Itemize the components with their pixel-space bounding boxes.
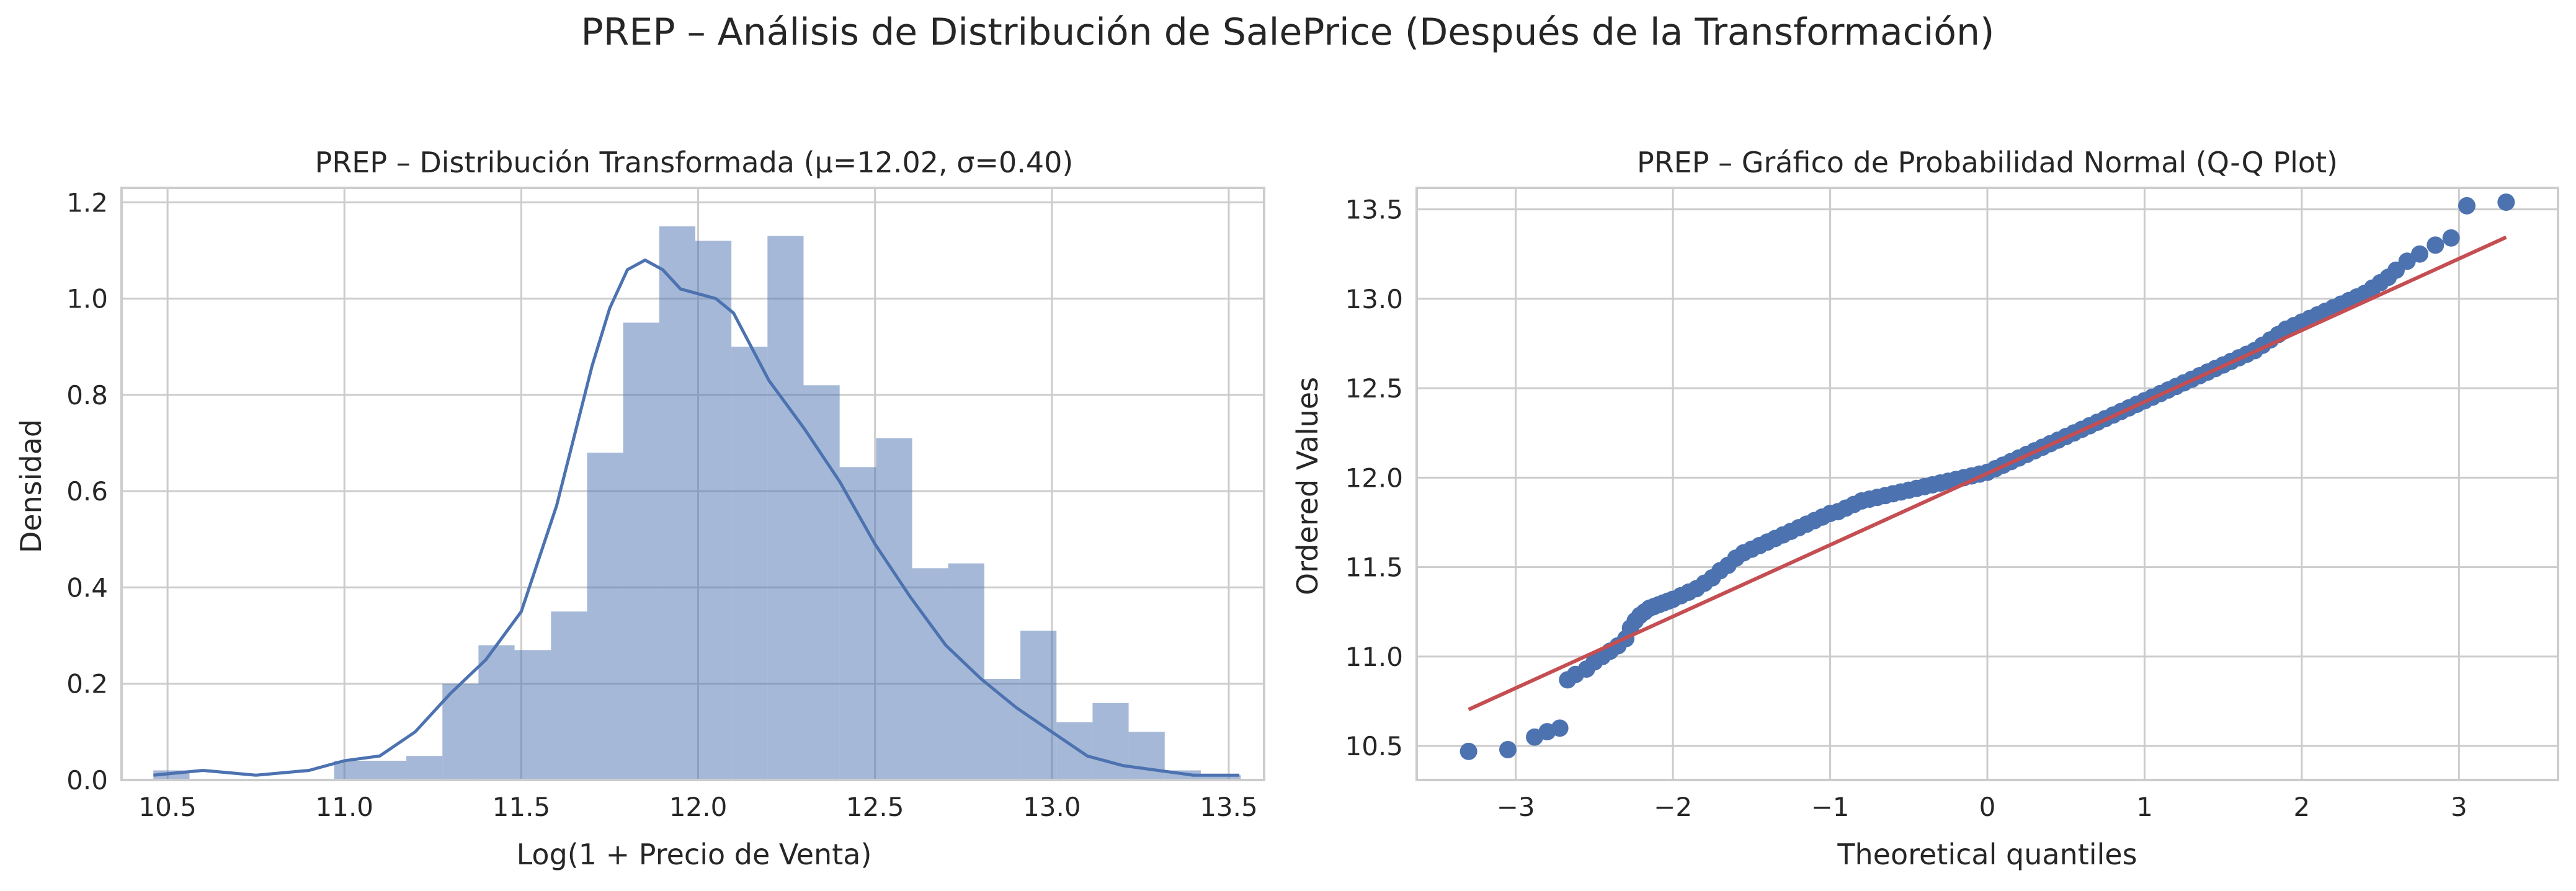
- qq-point: [2410, 245, 2428, 263]
- histogram-bar: [1200, 775, 1241, 780]
- qq-y-tick-label: 11.0: [1345, 642, 1403, 672]
- qq-title: PREP – Gráfico de Probabilidad Normal (Q…: [1637, 146, 2338, 179]
- qq-y-tick-label: 12.5: [1345, 373, 1403, 404]
- histogram-bars: [153, 226, 1241, 780]
- histogram-bar: [912, 568, 948, 780]
- histogram-x-tick-label: 11.5: [492, 792, 551, 822]
- qq-point: [2497, 193, 2515, 211]
- histogram-bar: [839, 467, 876, 780]
- histogram-x-tick-label: 13.5: [1200, 792, 1258, 822]
- histogram-y-tick-label: 1.0: [66, 284, 108, 314]
- histogram-bar: [551, 611, 587, 780]
- histogram-y-tick-label: 0.8: [66, 380, 108, 410]
- qq-y-tick-label: 13.0: [1345, 284, 1403, 314]
- histogram-bar: [948, 563, 984, 780]
- histogram-bar: [623, 322, 659, 780]
- qq-y-axis-label: Ordered Values: [1291, 377, 1324, 595]
- kde-line: [153, 258, 1240, 777]
- histogram-bar: [1128, 732, 1165, 780]
- histogram-x-tick-label: 10.5: [138, 792, 197, 822]
- histogram-bar: [876, 438, 912, 780]
- histogram-bar: [370, 760, 407, 780]
- histogram-y-tick-label: 1.2: [66, 187, 108, 218]
- qq-x-tick-label: 1: [2136, 792, 2153, 822]
- qq-x-tick-label: 2: [2294, 792, 2311, 822]
- qq-grid: [1417, 188, 2558, 780]
- qq-x-tick-label: −3: [1497, 792, 1535, 822]
- histogram-bar: [659, 226, 695, 780]
- qq-x-tick-label: −1: [1811, 792, 1850, 822]
- qq-y-tick-label: 11.5: [1345, 552, 1403, 583]
- qq-point: [1460, 742, 1477, 760]
- qq-x-tick-label: −2: [1654, 792, 1692, 822]
- qq-point: [2458, 197, 2476, 215]
- histogram-x-tick-label: 12.5: [846, 792, 904, 822]
- histogram-y-ticks: 0.0 0.2 0.4 0.6 0.8 1.0 1.2: [66, 187, 108, 796]
- qq-point: [2427, 236, 2445, 254]
- histogram-bar: [587, 453, 623, 780]
- histogram-y-tick-label: 0.4: [66, 572, 108, 603]
- qq-x-tick-label: 0: [1979, 792, 1996, 822]
- histogram-panel: PREP – Distribución Transformada (μ=12.0…: [14, 146, 1265, 871]
- histogram-bar: [1092, 703, 1129, 780]
- qq-y-tick-label: 12.0: [1345, 463, 1403, 493]
- histogram-x-ticks: 10.5 11.0 11.5 12.0 12.5 13.0 13.5: [138, 792, 1257, 822]
- qq-x-axis-label: Theoretical quantiles: [1837, 838, 2137, 871]
- qq-y-tick-label: 13.5: [1345, 195, 1403, 225]
- qq-point: [2442, 229, 2460, 247]
- qq-reference-line: [1468, 235, 2507, 712]
- histogram-bar: [731, 347, 768, 780]
- histogram-bar: [1056, 722, 1093, 780]
- histogram-bar: [803, 385, 840, 780]
- histogram-x-tick-label: 12.0: [669, 792, 728, 822]
- histogram-bar: [695, 241, 732, 780]
- histogram-x-tick-label: 11.0: [316, 792, 374, 822]
- qq-point: [2398, 252, 2416, 270]
- figure-suptitle: PREP – Análisis de Distribución de SaleP…: [581, 11, 1995, 54]
- qq-y-ticks: 10.5 11.0 11.5 12.0 12.5 13.0 13.5: [1345, 195, 1403, 762]
- histogram-y-tick-label: 0.2: [66, 669, 108, 699]
- histogram-bar: [442, 683, 479, 780]
- qq-panel: PREP – Gráfico de Probabilidad Normal (Q…: [1291, 146, 2559, 871]
- histogram-bar: [406, 756, 443, 780]
- histogram-y-tick-label: 0.0: [66, 765, 108, 796]
- qq-axes-frame: [1415, 187, 2559, 781]
- qq-x-ticks: −3 −2 −1 0 1 2 3: [1497, 792, 2467, 822]
- histogram-bar: [984, 678, 1021, 780]
- histogram-bar: [514, 650, 551, 780]
- histogram-title: PREP – Distribución Transformada (μ=12.0…: [315, 146, 1074, 179]
- histogram-axes-frame: [120, 187, 1265, 781]
- histogram-bar: [767, 236, 804, 780]
- histogram-y-tick-label: 0.6: [66, 476, 108, 507]
- qq-point: [1499, 740, 1517, 758]
- histogram-bar: [1020, 631, 1057, 780]
- histogram-x-axis-label: Log(1 + Precio de Venta): [517, 838, 872, 871]
- qq-x-tick-label: 3: [2451, 792, 2467, 822]
- qq-point: [1551, 719, 1569, 737]
- qq-y-tick-label: 10.5: [1345, 731, 1403, 761]
- histogram-y-axis-label: Densidad: [14, 419, 48, 553]
- histogram-x-tick-label: 13.0: [1023, 792, 1081, 822]
- histogram-bar: [478, 645, 515, 780]
- histogram-bar: [334, 760, 370, 780]
